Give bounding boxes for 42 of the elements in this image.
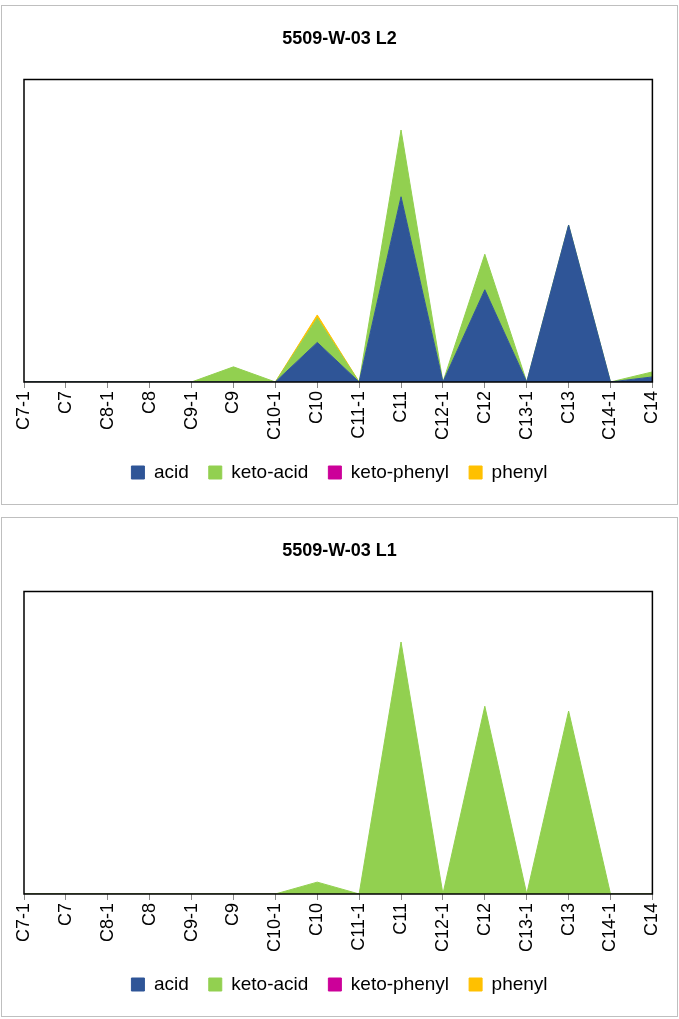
x-tick-label: C10-1 (264, 390, 285, 441)
x-tick-label: C13 (557, 390, 578, 425)
x-tick-label: C14 (641, 902, 662, 937)
legend-label: phenyl (491, 460, 548, 482)
x-tick-label: C13 (557, 902, 578, 937)
legend-label: acid (153, 460, 189, 482)
chart-title: 5509-W-03 L2 (282, 27, 397, 48)
x-tick-label: C12-1 (431, 902, 452, 953)
x-tick-label: C14-1 (599, 390, 620, 441)
chart-title: 5509-W-03 L1 (282, 539, 397, 560)
x-tick-label: C10 (306, 902, 327, 937)
x-tick-label: C8-1 (96, 902, 117, 942)
x-tick-label: C10-1 (264, 902, 285, 953)
x-tick-label: C12 (473, 902, 494, 937)
x-tick-label: C8-1 (96, 390, 117, 430)
x-tick-label: C8 (138, 902, 159, 926)
x-tick-label: C9 (222, 390, 243, 414)
x-tick-label: C9-1 (180, 902, 201, 942)
x-tick-label: C7-1 (12, 902, 33, 942)
legend-label: keto-phenyl (350, 972, 450, 994)
x-tick-label: C13-1 (515, 390, 536, 441)
x-tick-label: C12 (473, 390, 494, 425)
x-tick-label: C10 (306, 390, 327, 425)
x-tick-label: C11-1 (348, 902, 369, 951)
x-tick-label: C12-1 (431, 390, 452, 441)
legend-label: acid (153, 972, 189, 994)
x-tick-label: C7 (54, 390, 75, 414)
x-tick-label: C8 (138, 390, 159, 414)
x-tick-label: C11 (390, 902, 411, 935)
x-tick-label: C7-1 (12, 390, 33, 430)
x-tick-label: C14 (641, 390, 662, 425)
x-tick-label: C7 (54, 902, 75, 926)
x-tick-label: C9 (222, 902, 243, 926)
legend-label: keto-phenyl (350, 460, 450, 482)
legend-label: phenyl (491, 972, 548, 994)
legend-label: keto-acid (231, 972, 309, 994)
x-tick-label: C13-1 (515, 902, 536, 953)
x-tick-label: C11-1 (348, 390, 369, 439)
legend-label: keto-acid (231, 460, 309, 482)
x-tick-label: C11 (390, 390, 411, 423)
x-tick-label: C14-1 (599, 902, 620, 953)
x-tick-label: C9-1 (180, 390, 201, 430)
